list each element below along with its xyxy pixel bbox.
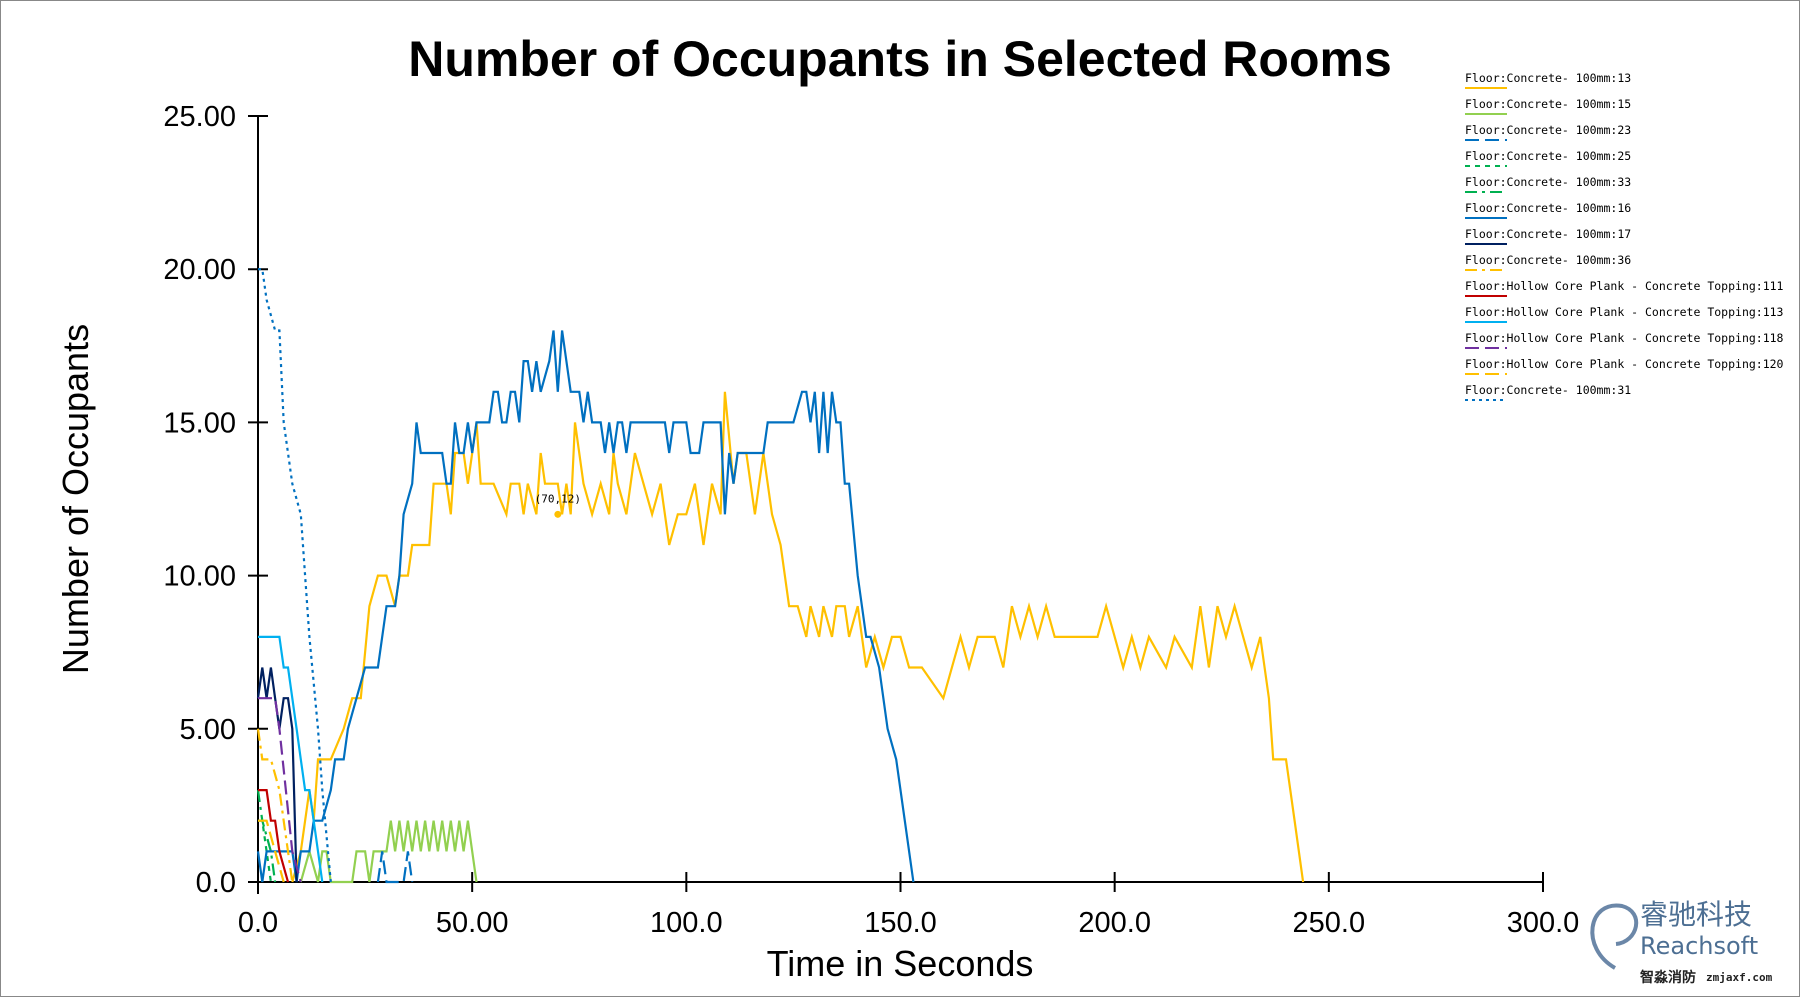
- legend-entry-label: Floor:Concrete- 100mm:36: [1465, 253, 1631, 267]
- legend-entry-label: Floor:Hollow Core Plank - Concrete Toppi…: [1465, 357, 1784, 371]
- watermark-brand-cn: 睿驰科技: [1640, 898, 1752, 931]
- logo-swoosh-icon: [1590, 903, 1639, 970]
- legend-entry-label: Floor:Concrete- 100mm:17: [1465, 227, 1631, 241]
- series-line-5: [256, 330, 915, 883]
- x-tick-label: 200.0: [1078, 907, 1151, 939]
- watermark-overlay-cn: 智淼消防: [1639, 969, 1696, 986]
- series-lines: [256, 268, 1305, 884]
- series-line-11: [258, 819, 285, 883]
- legend-entry-label: Floor:Concrete- 100mm:15: [1465, 97, 1631, 111]
- watermark-brand-en: Reachsoft: [1640, 932, 1758, 960]
- legend-entry-label: Floor:Concrete- 100mm:33: [1465, 175, 1631, 189]
- y-axis-label: Number of Occupants: [55, 324, 96, 674]
- x-axis-label: Time in Seconds: [767, 943, 1034, 984]
- legend-entry-label: Floor:Concrete- 100mm:25: [1465, 149, 1631, 163]
- watermark-overlay-url: zmjaxf.com: [1706, 971, 1773, 984]
- axes: 0.0 50.00 100.0 150.0 200.0 250.0 300.0 0.0 5.00…: [163, 101, 1579, 939]
- series-line-12: [258, 268, 332, 883]
- x-tick-label: 250.0: [1293, 907, 1366, 939]
- legend: Floor:Concrete- 100mm:13 Floor:Concrete- …: [1465, 71, 1784, 401]
- y-tick-label: 20.00: [163, 254, 236, 286]
- legend-entry-label: Floor:Concrete- 100mm:31: [1465, 383, 1631, 397]
- series-line-7: [256, 728, 294, 883]
- series-line-2: [376, 851, 414, 884]
- legend-entry-label: Floor:Hollow Core Plank - Concrete Toppi…: [1465, 305, 1784, 319]
- legend-entry-label: Floor:Concrete- 100mm:23: [1465, 123, 1631, 137]
- series-line-6: [256, 667, 298, 883]
- series-line-1: [299, 820, 478, 884]
- annotation-point: [554, 510, 562, 518]
- watermark-logo: 睿驰科技 Reachsoft 智淼消防 zmjaxf.com: [1590, 898, 1773, 986]
- chart-title: Number of Occupants in Selected Rooms: [408, 31, 1392, 87]
- annotation-label: (70,12): [535, 492, 581, 505]
- series-line-9: [258, 635, 324, 883]
- y-tick-label: 0.0: [196, 867, 236, 899]
- x-tick-label: 100.0: [650, 907, 723, 939]
- x-tick-label: 150.0: [864, 907, 937, 939]
- annotation: (70,12): [535, 492, 581, 518]
- y-tick-label: 15.00: [163, 407, 236, 439]
- x-tick-label: 300.0: [1507, 907, 1580, 939]
- x-tick-label: 0.0: [238, 907, 278, 939]
- legend-entry-label: Floor:Concrete- 100mm:16: [1465, 201, 1631, 215]
- x-tick-label: 50.00: [436, 907, 509, 939]
- series-line-10: [258, 697, 302, 883]
- y-tick-label: 25.00: [163, 101, 236, 133]
- legend-entry-label: Floor:Hollow Core Plank - Concrete Toppi…: [1465, 331, 1784, 345]
- y-tick-label: 10.00: [163, 561, 236, 593]
- legend-entry-label: Floor:Concrete- 100mm:13: [1465, 71, 1631, 85]
- series-line-4: [256, 789, 277, 883]
- y-tick-label: 5.00: [180, 714, 236, 746]
- legend-entry-label: Floor:Hollow Core Plank - Concrete Toppi…: [1465, 279, 1784, 293]
- series-line-8: [258, 789, 290, 883]
